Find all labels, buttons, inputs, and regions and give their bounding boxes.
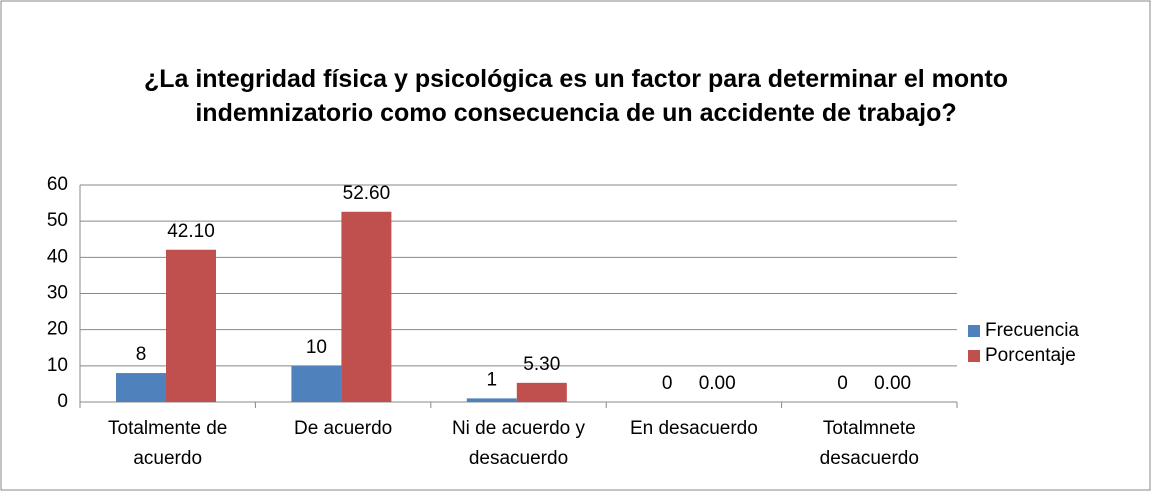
data-label: 10 bbox=[306, 337, 327, 358]
bar bbox=[116, 373, 166, 402]
x-tick-label: Ni de acuerdo y desacuerdo bbox=[451, 418, 586, 469]
bar bbox=[466, 398, 517, 402]
y-tick-label: 20 bbox=[47, 319, 68, 340]
legend-swatch bbox=[968, 325, 980, 337]
bar bbox=[166, 249, 216, 402]
legend-label: Frecuencia bbox=[985, 320, 1079, 341]
data-label: 42.10 bbox=[167, 221, 215, 242]
x-tick-label: Totalmnete desacuerdo bbox=[819, 418, 919, 469]
y-tick-label: 60 bbox=[47, 174, 68, 195]
y-tick-label: 40 bbox=[47, 246, 68, 267]
y-tick-label: 30 bbox=[47, 283, 68, 304]
data-label: 8 bbox=[136, 344, 147, 365]
y-tick-label: 50 bbox=[47, 210, 68, 231]
legend-swatch bbox=[968, 350, 980, 362]
data-label: 0 bbox=[662, 373, 673, 394]
data-label: 0.00 bbox=[874, 373, 911, 394]
x-tick-label: En desacuerdo bbox=[629, 418, 758, 439]
bar bbox=[341, 211, 392, 402]
data-label: 52.60 bbox=[343, 183, 391, 204]
bar bbox=[516, 382, 567, 402]
data-label: 1 bbox=[487, 369, 498, 390]
x-tick-label: De acuerdo bbox=[293, 418, 393, 439]
chart-title: ¿La integridad física y psicológica es u… bbox=[143, 65, 1009, 127]
y-tick-label: 10 bbox=[47, 355, 68, 376]
data-label: 0 bbox=[837, 373, 848, 394]
x-tick-label: Totalmente de acuerdo bbox=[108, 418, 228, 469]
data-label: 5.30 bbox=[523, 354, 560, 375]
y-tick-label: 0 bbox=[57, 391, 68, 412]
data-label: 0.00 bbox=[699, 373, 736, 394]
legend-label: Porcentaje bbox=[985, 345, 1076, 366]
bar bbox=[291, 365, 342, 402]
